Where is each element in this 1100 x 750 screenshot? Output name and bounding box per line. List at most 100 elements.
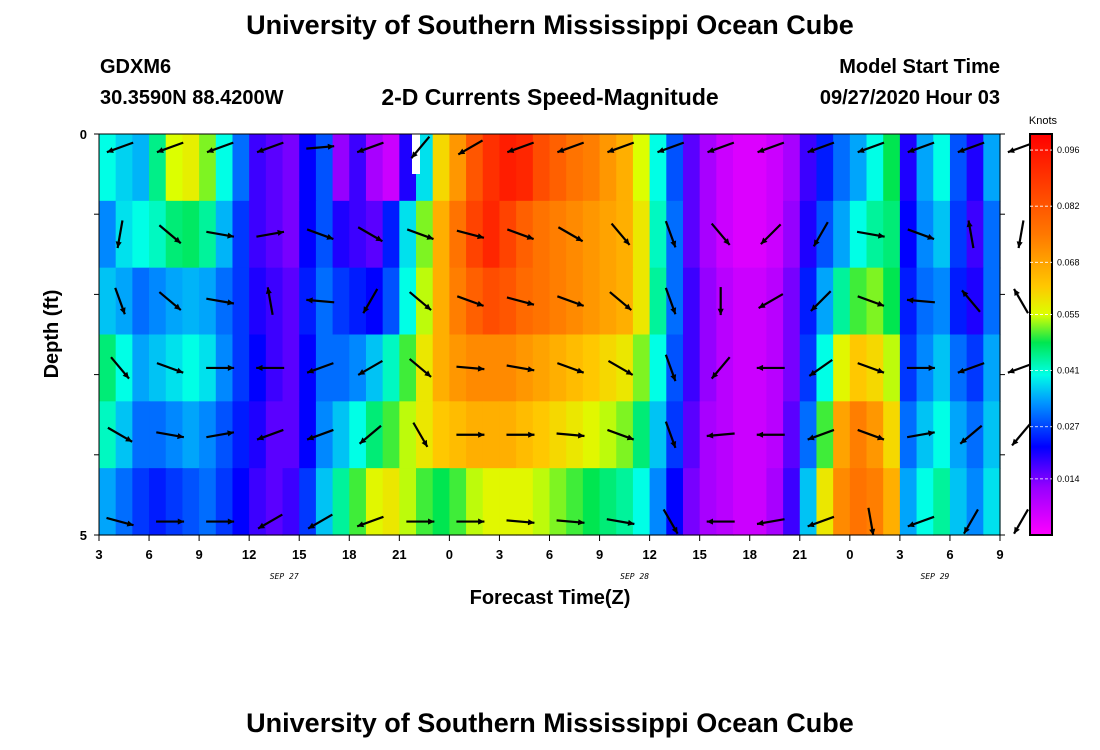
heat-cell [849, 200, 868, 269]
heat-cell [365, 200, 384, 269]
heat-cell [99, 468, 117, 536]
current-vector [907, 228, 935, 241]
heat-cell [282, 468, 300, 536]
heat-cell [916, 200, 934, 269]
current-vector [358, 424, 382, 445]
current-vector [357, 359, 383, 376]
heat-cell [966, 267, 984, 336]
heat-cell [899, 267, 918, 336]
heat-cell [399, 200, 417, 269]
current-vector [506, 364, 535, 373]
heat-cell [816, 468, 834, 536]
heat-cell [766, 200, 784, 269]
colorbar-tick-label: 0.068 [1057, 257, 1080, 267]
heat-cell [365, 401, 384, 469]
current-vector [961, 289, 981, 313]
heat-cell [866, 401, 884, 469]
date-label: SEP 27 [270, 572, 299, 581]
heat-cell [983, 334, 1001, 402]
heat-cell [733, 134, 751, 202]
heat-cell [666, 267, 684, 336]
current-vector [810, 290, 832, 312]
heat-cell [616, 468, 634, 536]
heat-cell [682, 468, 701, 536]
current-vector [362, 288, 379, 314]
colorbar-tick-label: 0.096 [1057, 145, 1080, 155]
heat-cell [482, 267, 501, 336]
heat-cell [132, 200, 150, 269]
heat-cell [866, 267, 884, 336]
heat-cell [399, 334, 417, 402]
current-vector [957, 141, 985, 154]
heat-cell [599, 134, 617, 202]
current-vector [807, 428, 835, 441]
heat-cell [349, 267, 367, 336]
date-label: SEP 29 [920, 572, 949, 581]
heat-cell [299, 200, 317, 269]
heat-cell [632, 134, 651, 202]
current-vector [106, 141, 134, 154]
heat-cell [966, 468, 984, 536]
heat-cell [132, 334, 150, 402]
heat-cell [299, 468, 317, 536]
heat-cell [949, 134, 968, 202]
current-vector [206, 518, 235, 525]
current-vector [356, 515, 384, 528]
x-tick-label: 18 [342, 547, 356, 562]
heat-cell [632, 200, 651, 269]
heat-cell [499, 468, 517, 536]
heat-cell [649, 267, 667, 336]
current-vector [456, 229, 485, 240]
current-vector [307, 513, 333, 530]
heat-cell [549, 134, 567, 202]
current-vector [963, 508, 979, 535]
heat-cell [883, 334, 901, 402]
current-vector [406, 228, 434, 241]
current-vector [606, 518, 635, 526]
heat-cell [649, 200, 667, 269]
heat-cell [332, 334, 350, 402]
heat-cell [349, 334, 367, 402]
current-vector [206, 297, 235, 306]
heat-cell [549, 468, 567, 536]
heat-cell [532, 334, 551, 402]
heat-cell [666, 200, 684, 269]
heat-cell [799, 200, 818, 269]
current-vector [156, 431, 185, 440]
heat-cell [399, 267, 417, 336]
heat-cell [249, 468, 267, 536]
heat-cell [616, 200, 634, 269]
current-vector [906, 297, 935, 304]
heat-cell [582, 401, 601, 469]
current-vector [966, 220, 975, 249]
current-vector [556, 519, 585, 526]
heat-cell [299, 401, 317, 469]
heat-cell [849, 267, 868, 336]
heat-cell [482, 334, 501, 402]
current-vector [406, 518, 435, 525]
station-coordinates: 30.3590N 88.4200W [100, 87, 284, 109]
heat-cell [716, 134, 734, 202]
heat-cell [265, 401, 284, 469]
heat-cell [849, 468, 868, 536]
heat-cell [382, 334, 400, 402]
heat-cell [749, 200, 768, 269]
heat-cell [833, 267, 851, 336]
heat-cell [616, 267, 634, 336]
heat-cell [382, 401, 400, 469]
current-vector [456, 365, 485, 372]
heat-cell [132, 267, 150, 336]
heat-cell [432, 401, 450, 469]
heat-cell [682, 200, 701, 269]
current-vector [306, 362, 334, 374]
current-vector [410, 135, 431, 159]
heat-cell [883, 267, 901, 336]
heat-cell [632, 468, 651, 536]
heat-cell [749, 468, 768, 536]
x-tick-label: 21 [392, 547, 406, 562]
heat-cell [866, 468, 884, 536]
heat-cell [165, 468, 184, 536]
heat-cell [499, 134, 517, 202]
heat-cell [649, 134, 667, 202]
